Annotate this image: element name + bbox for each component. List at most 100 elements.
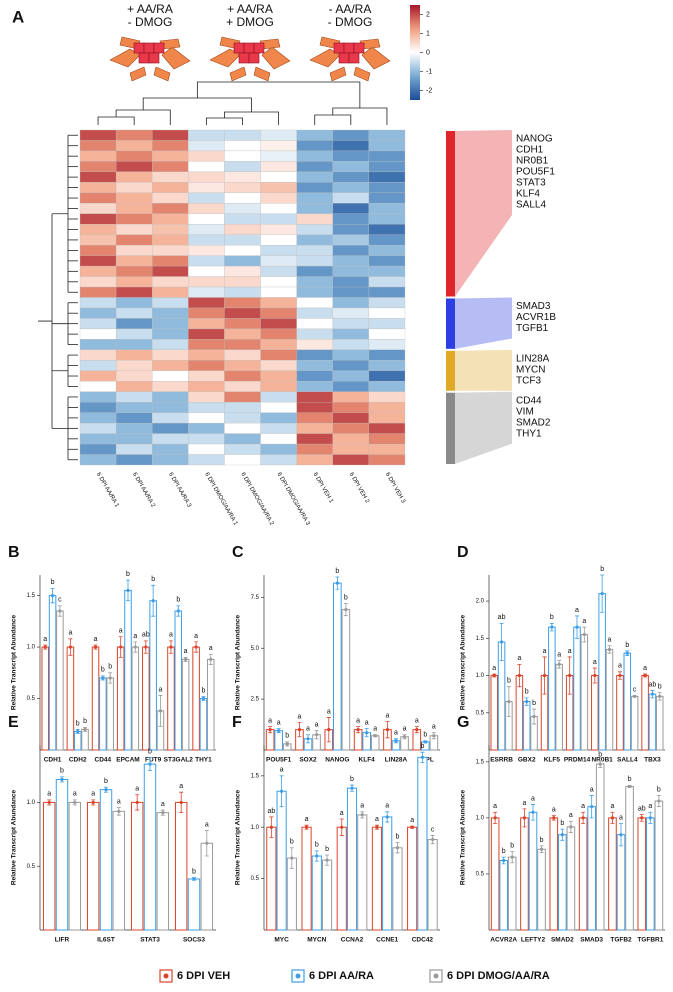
group-bracket (446, 131, 455, 297)
x-tick-label: SOCS3 (183, 937, 205, 944)
bar (507, 856, 517, 931)
heatmap-cell (188, 339, 225, 350)
bar (301, 826, 312, 931)
mean-point (542, 673, 547, 678)
gene-label: VIM (516, 406, 534, 417)
heatmap-cell (152, 381, 189, 392)
legend-label: 6 DPI VEH (177, 970, 230, 982)
row-dendrogram (52, 355, 69, 387)
bar (566, 826, 576, 931)
heatmap-cell (296, 203, 333, 214)
gene-label: NANOG (516, 134, 553, 145)
heatmap-cell (260, 245, 297, 256)
significance-letter: a (365, 719, 369, 726)
x-tick-label: SOX2 (299, 757, 317, 764)
bar (616, 834, 626, 931)
significance-letter: b (600, 566, 604, 573)
mean-point (93, 645, 98, 649)
significance-letter: b (395, 833, 399, 840)
mean-point (648, 816, 652, 820)
mean-point (117, 809, 121, 813)
heatmap-cell (296, 318, 333, 330)
significance-letter: a (315, 722, 319, 729)
x-tick-label: LIFR (55, 937, 70, 944)
heatmap-cell (152, 443, 189, 455)
heatmap-cell (152, 129, 189, 141)
significance-letter: b (532, 700, 536, 707)
mean-point (169, 645, 173, 649)
significance-letter: a (582, 618, 586, 625)
significance-letter: b (325, 846, 329, 853)
heatmap-cell (260, 433, 297, 445)
heatmap-cell (332, 422, 370, 434)
colorbar-tick-label: 1 (426, 30, 430, 37)
legend-dot (433, 973, 439, 979)
bar (276, 790, 287, 931)
heatmap-cell (115, 203, 153, 214)
bar (654, 800, 664, 931)
significance-letter: a (356, 717, 360, 724)
mean-point (350, 786, 354, 790)
mean-point (151, 599, 155, 603)
heatmap-cell (188, 234, 225, 246)
heatmap-cell (260, 307, 297, 319)
heatmap-cell (368, 150, 406, 162)
significance-letter: b (104, 778, 108, 785)
significance-letter: ab (638, 805, 646, 812)
significance-letter: b (76, 720, 80, 727)
x-tick-label: ESRRB (490, 757, 513, 764)
heatmap-cell (115, 161, 153, 173)
heatmap-cell (152, 203, 189, 214)
bar (357, 814, 368, 931)
mean-point (304, 825, 309, 829)
bar (520, 817, 529, 931)
significance-letter: a (619, 814, 623, 821)
bar (116, 646, 125, 751)
column-label: 6 DPI AA/RA 3 (167, 472, 192, 509)
x-tick-label: PRDM14 (564, 757, 591, 764)
significance-letter: a (327, 708, 331, 715)
heatmap-cell (296, 224, 333, 235)
mean-point (314, 733, 319, 737)
heatmap-cell (260, 412, 297, 424)
heatmap-cell (332, 203, 370, 214)
panel-letter: B (8, 544, 20, 561)
heatmap-cell (296, 433, 333, 445)
column-label: 6 DPI AA/RA 1 (95, 472, 120, 509)
mean-point (47, 800, 51, 805)
group-bracket (446, 350, 455, 391)
heatmap-cell (296, 349, 333, 361)
heatmap-cell (115, 443, 153, 455)
bar (382, 816, 393, 931)
heatmap-cell (296, 161, 333, 173)
heatmap-cell (188, 224, 225, 235)
bar (206, 658, 215, 751)
mean-point (517, 673, 521, 678)
mean-point (522, 816, 527, 820)
bar (48, 595, 57, 751)
heatmap-cell (224, 224, 261, 235)
heatmap-cell (332, 391, 370, 403)
bar (591, 675, 599, 751)
significance-letter: a (590, 786, 594, 793)
bar (417, 756, 428, 931)
significance-letter: b (550, 614, 554, 621)
heatmap-cell (152, 391, 189, 403)
heatmap-cell (368, 276, 406, 288)
heatmap-cell (332, 140, 370, 152)
heatmap-cell (260, 171, 297, 183)
legend-dot (295, 973, 301, 979)
significance-letter: a (568, 648, 572, 655)
heatmap-cell (368, 286, 406, 298)
bar (341, 609, 351, 751)
column-label: 6 DPI DMOG/AA/RA 2 (239, 472, 274, 527)
y-tick-label: 0.5 (476, 710, 485, 716)
heatmap-cell (368, 391, 406, 403)
bar (91, 646, 100, 751)
mean-point (176, 609, 180, 613)
bar (42, 801, 56, 931)
mean-point (344, 607, 348, 612)
significance-letter: b (201, 687, 205, 694)
bar (537, 848, 546, 931)
